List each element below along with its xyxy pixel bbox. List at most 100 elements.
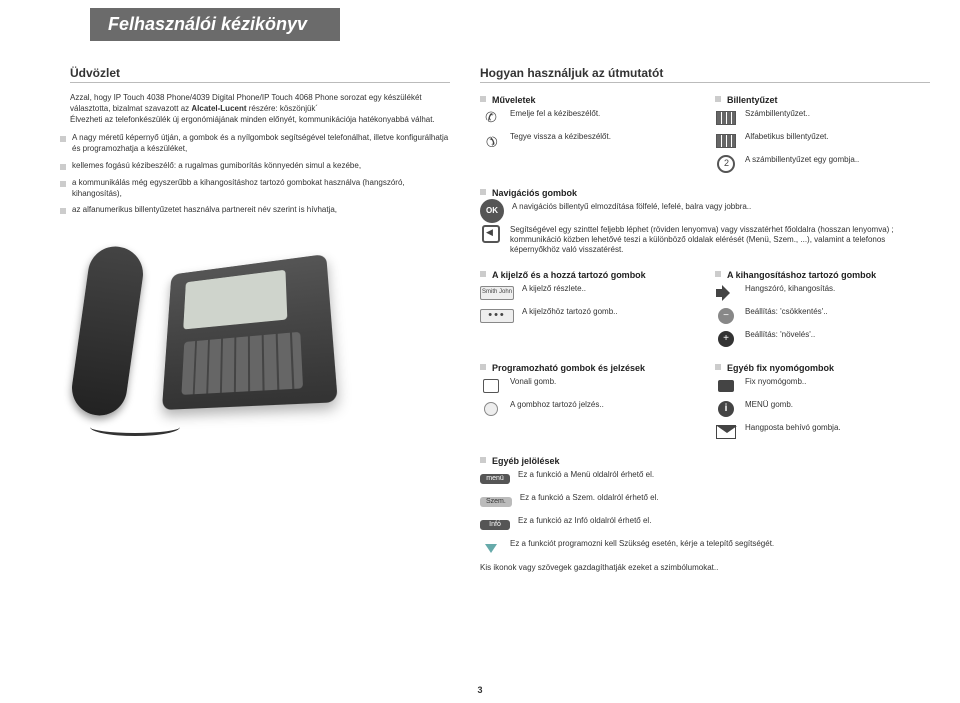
display-dots-icon: ••• bbox=[480, 307, 514, 325]
speaker-icon bbox=[715, 284, 737, 302]
keypad-row: Alfabetikus billentyűzet. bbox=[715, 132, 930, 150]
prog-row: Vonali gomb. bbox=[480, 377, 695, 395]
menu-pill-icon: menü bbox=[480, 470, 510, 488]
welcome-heading: Üdvözlet bbox=[70, 66, 450, 83]
ops-keypad-row: Műveletek ✆ Emelje fel a kézibeszélőt. ✆… bbox=[480, 95, 930, 178]
info-icon: i bbox=[715, 400, 737, 418]
prog-text: A gombhoz tartozó jelzés.. bbox=[510, 400, 604, 410]
loud-row: − Beállítás: 'csökkentés'.. bbox=[715, 307, 930, 325]
two-columns: Üdvözlet Azzal, hogy IP Touch 4038 Phone… bbox=[30, 66, 930, 572]
prog-fix-row: Programozható gombok és jelzések Vonali … bbox=[480, 353, 930, 446]
phone-illustration bbox=[70, 236, 330, 436]
nav-back-row: Segítségével egy szinttel feljebb léphet… bbox=[480, 225, 930, 255]
guide-heading: Hogyan használjuk az útmutatót bbox=[480, 66, 930, 83]
other-text: Ez a funkciót programozni kell Szükség e… bbox=[510, 539, 774, 549]
op-row: ✆ Emelje fel a kézibeszélőt. bbox=[480, 109, 695, 127]
led-indicator-icon bbox=[480, 400, 502, 418]
handset-lift-icon: ✆ bbox=[480, 109, 502, 127]
prog-row: A gombhoz tartozó jelzés.. bbox=[480, 400, 695, 418]
numpad-icon bbox=[715, 109, 737, 127]
prog-block: Programozható gombok és jelzések Vonali … bbox=[480, 353, 695, 446]
nav-back-text: Segítségével egy szinttel feljebb léphet… bbox=[510, 225, 930, 255]
other-title: Egyéb jelölések bbox=[480, 456, 930, 466]
fix-row: i MENÜ gomb. bbox=[715, 400, 930, 418]
minus-button-icon: − bbox=[715, 307, 737, 325]
keypad-row: Számbillentyűzet.. bbox=[715, 109, 930, 127]
page-number: 3 bbox=[477, 685, 482, 695]
fix-block: Egyéb fix nyomógombok Fix nyomógomb.. i … bbox=[715, 353, 930, 446]
loud-text: Beállítás: 'növelés'.. bbox=[745, 330, 815, 340]
handset-shape bbox=[68, 243, 146, 419]
display-row: ••• A kijelzőhöz tartozó gomb.. bbox=[480, 307, 695, 325]
display-loud-row: A kijelző és a hozzá tartozó gombok Smit… bbox=[480, 260, 930, 353]
loud-text: Hangszóró, kihangosítás. bbox=[745, 284, 835, 294]
operations-block: Műveletek ✆ Emelje fel a kézibeszélőt. ✆… bbox=[480, 95, 695, 178]
feature-item: kellemes fogású kézibeszélő: a rugalmas … bbox=[60, 161, 450, 172]
fix-text: Fix nyomógomb.. bbox=[745, 377, 806, 387]
intro-text-1b: részére: köszönjük´ bbox=[247, 104, 319, 113]
nav-ok-row: OK A navigációs billentyű elmozdítása fö… bbox=[480, 202, 930, 220]
other-text: Ez a funkció a Menü oldalról érhető el. bbox=[518, 470, 654, 480]
phone-body-shape bbox=[162, 254, 338, 410]
op-text: Emelje fel a kézibeszélőt. bbox=[510, 109, 600, 119]
display-title: A kijelző és a hozzá tartozó gombok bbox=[480, 270, 695, 280]
loud-title: A kihangosításhoz tartozó gombok bbox=[715, 270, 930, 280]
prog-title: Programozható gombok és jelzések bbox=[480, 363, 695, 373]
operations-title: Műveletek bbox=[480, 95, 695, 105]
ok-button-icon: OK bbox=[480, 202, 504, 220]
nav-ok-text: A navigációs billentyű elmozdítása fölfe… bbox=[512, 202, 751, 212]
fix-row: Hangposta behívó gombja. bbox=[715, 423, 930, 441]
loud-row: + Beállítás: 'növelés'.. bbox=[715, 330, 930, 348]
display-row: Smith John A kijelző részlete.. bbox=[480, 284, 695, 302]
right-column: Hogyan használjuk az útmutatót Műveletek… bbox=[480, 66, 930, 572]
keypad-title: Billentyűzet bbox=[715, 95, 930, 105]
op-text: Tegye vissza a kézibeszélőt. bbox=[510, 132, 611, 142]
other-text: Ez a funkció a Szem. oldalról érhető el. bbox=[520, 493, 659, 503]
alphapad-icon bbox=[715, 132, 737, 150]
back-button-icon bbox=[480, 225, 502, 243]
szem-pill-icon: Szem. bbox=[480, 493, 512, 511]
plus-button-icon: + bbox=[715, 330, 737, 348]
fix-title: Egyéb fix nyomógombok bbox=[715, 363, 930, 373]
footnote: Kis ikonok vagy szövegek gazdagíthatják … bbox=[480, 563, 930, 572]
keypad-block: Billentyűzet Számbillentyűzet.. Alfabeti… bbox=[715, 95, 930, 178]
phone-cord-shape bbox=[90, 418, 180, 436]
display-chip-icon: Smith John bbox=[480, 284, 514, 302]
phone-screen-shape bbox=[183, 270, 287, 330]
display-text: A kijelzőhöz tartozó gomb.. bbox=[522, 307, 618, 317]
mail-icon bbox=[715, 423, 737, 441]
feature-item: a kommunikálás még egyszerűbb a kihangos… bbox=[60, 178, 450, 200]
program-arrow-icon bbox=[480, 539, 502, 557]
nav-title: Navigációs gombok bbox=[480, 188, 930, 198]
keypad-row: A számbillentyűzet egy gombja.. bbox=[715, 155, 930, 173]
loudspeaker-block: A kihangosításhoz tartozó gombok Hangszó… bbox=[715, 260, 930, 353]
other-row: Infó Ez a funkció az Infó oldalról érhet… bbox=[480, 516, 930, 534]
other-row: menü Ez a funkció a Menü oldalról érhető… bbox=[480, 470, 930, 488]
op-row: ✆ Tegye vissza a kézibeszélőt. bbox=[480, 132, 695, 150]
intro-paragraph: Azzal, hogy IP Touch 4038 Phone/4039 Dig… bbox=[70, 93, 450, 125]
phone-keys-shape bbox=[181, 332, 303, 395]
fix-row: Fix nyomógomb.. bbox=[715, 377, 930, 395]
keypad-text: Alfabetikus billentyűzet. bbox=[745, 132, 829, 142]
loud-row: Hangszóró, kihangosítás. bbox=[715, 284, 930, 302]
fix-key-icon bbox=[715, 377, 737, 395]
intro-brand: Alcatel-Lucent bbox=[191, 104, 246, 113]
intro-text-2: Élvezheti az telefonkészülék új ergonómi… bbox=[70, 115, 435, 124]
feature-item: A nagy méretű képernyő útján, a gombok é… bbox=[60, 133, 450, 155]
prog-text: Vonali gomb. bbox=[510, 377, 556, 387]
other-row: Ez a funkciót programozni kell Szükség e… bbox=[480, 539, 930, 557]
loud-text: Beállítás: 'csökkentés'.. bbox=[745, 307, 828, 317]
handset-down-icon: ✆ bbox=[477, 127, 505, 155]
keypad-text: A számbillentyűzet egy gombja.. bbox=[745, 155, 859, 165]
line-key-icon bbox=[480, 377, 502, 395]
feature-item: az alfanumerikus billentyűzetet használv… bbox=[60, 205, 450, 216]
other-row: Szem. Ez a funkció a Szem. oldalról érhe… bbox=[480, 493, 930, 511]
info-pill-icon: Infó bbox=[480, 516, 510, 534]
display-block: A kijelző és a hozzá tartozó gombok Smit… bbox=[480, 260, 695, 353]
display-text: A kijelző részlete.. bbox=[522, 284, 586, 294]
feature-list: A nagy méretű képernyő útján, a gombok é… bbox=[60, 133, 450, 216]
page: Felhasználói kézikönyv Üdvözlet Azzal, h… bbox=[0, 0, 960, 703]
other-text: Ez a funkció az Infó oldalról érhető el. bbox=[518, 516, 651, 526]
doc-title-banner: Felhasználói kézikönyv bbox=[90, 8, 340, 41]
left-column: Üdvözlet Azzal, hogy IP Touch 4038 Phone… bbox=[30, 66, 450, 572]
